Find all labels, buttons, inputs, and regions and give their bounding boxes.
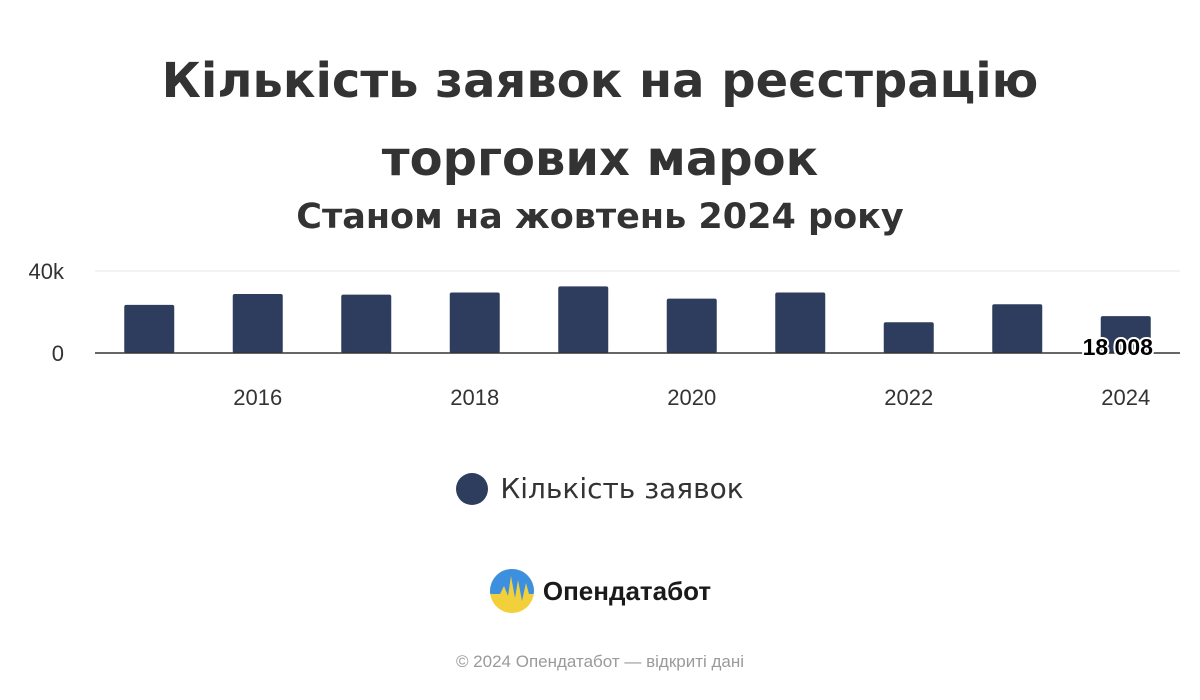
bar bbox=[449, 292, 500, 353]
chart-legend[interactable]: Кількість заявок bbox=[0, 472, 1200, 505]
brand-name: Опендатабот bbox=[542, 575, 712, 606]
bar bbox=[341, 294, 392, 353]
x-tick-label: 2016 bbox=[233, 385, 282, 410]
x-tick-label: 2024 bbox=[1101, 385, 1150, 410]
labels-layer: 0 40k 2016 2018 2020 2022 2024 18 008 bbox=[29, 259, 1156, 410]
chart-title-line-2: торгових марок bbox=[381, 131, 819, 187]
chart-title-line-1: Кількість заявок на реєстрацію bbox=[161, 53, 1039, 109]
bar bbox=[1100, 316, 1151, 353]
y-tick-label: 0 bbox=[52, 341, 64, 366]
bar-chart: 0 40k 2016 2018 2020 2022 2024 18 008 bbox=[29, 259, 1180, 410]
x-tick-label: 2018 bbox=[450, 385, 499, 410]
bar bbox=[666, 298, 717, 353]
legend-label: Кількість заявок bbox=[500, 472, 744, 505]
bar bbox=[883, 322, 934, 353]
bars-layer bbox=[124, 286, 1151, 353]
bar bbox=[124, 304, 175, 353]
y-tick-label: 40k bbox=[29, 259, 65, 284]
bar bbox=[775, 292, 826, 353]
x-tick-label: 2022 bbox=[884, 385, 933, 410]
bar bbox=[558, 286, 609, 353]
legend-marker-icon bbox=[456, 472, 489, 505]
bar bbox=[232, 293, 283, 353]
data-label: 18 008 bbox=[1083, 334, 1154, 360]
opendatabot-logo-icon bbox=[489, 568, 535, 614]
chart-title: Кількість заявок на реєстрацію торгових … bbox=[0, 42, 1200, 198]
footer-text: © 2024 Опендатабот — відкриті дані bbox=[455, 652, 745, 671]
bar bbox=[992, 304, 1043, 353]
brand: Опендатабот bbox=[0, 568, 1200, 614]
chart-subtitle: Станом на жовтень 2024 року bbox=[296, 197, 904, 237]
x-tick-label: 2020 bbox=[667, 385, 716, 410]
